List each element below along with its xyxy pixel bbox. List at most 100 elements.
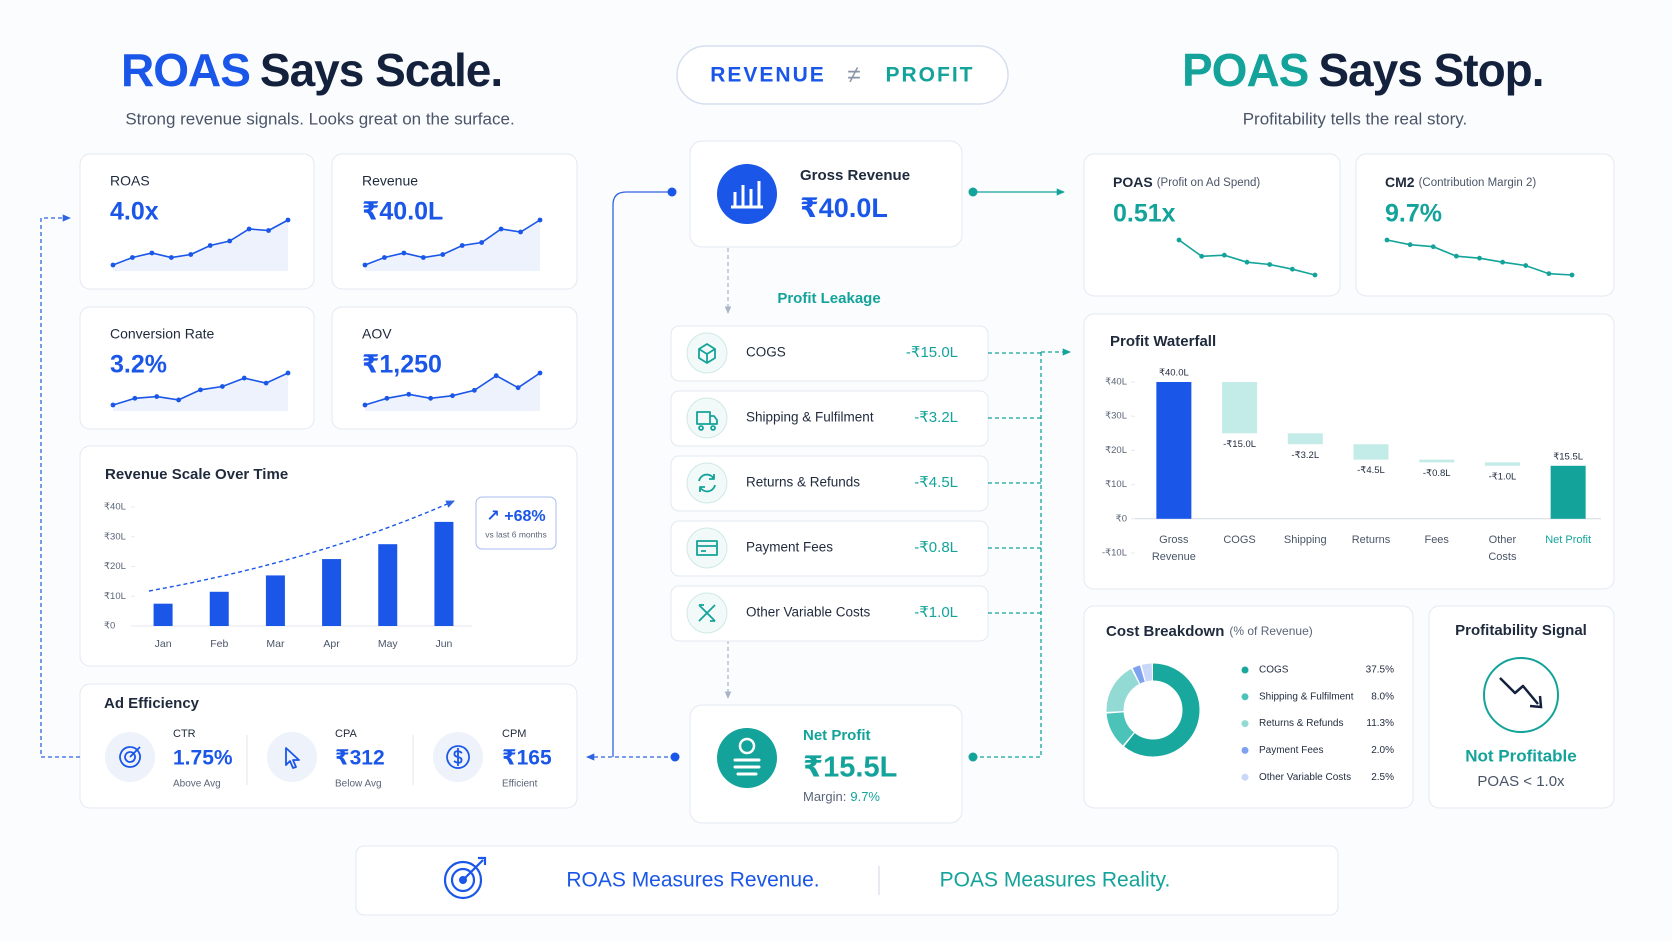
sparkline-point: [384, 395, 390, 401]
kpi-value: ₹40.0L: [362, 198, 443, 226]
kpi-label: Conversion Rate: [110, 326, 214, 342]
sparkline-point: [1199, 253, 1205, 259]
sparkline-point: [1289, 266, 1295, 272]
waterfall-bar: [1419, 459, 1455, 463]
y-tick-label: ₹20L: [1105, 445, 1127, 456]
bar: [322, 559, 342, 626]
value-label: 2.0%: [1371, 745, 1394, 756]
sparkline-point: [518, 229, 523, 235]
margin-label: Margin:: [803, 789, 846, 804]
kpi-card: [1355, 153, 1615, 297]
leakage-icon: [686, 527, 728, 569]
sparkline-point: [241, 375, 247, 381]
legend-label: Other Variable Costs: [1259, 772, 1351, 783]
sparkline-point: [498, 226, 504, 232]
waterfall-bar: [1287, 433, 1323, 445]
right-title: POAS Says Stop.: [1182, 44, 1544, 96]
footer-right: POAS Measures Reality.: [940, 869, 1171, 892]
gross-icon: [717, 164, 777, 224]
waterfall-bar: [1353, 444, 1389, 460]
sparkline-point: [130, 255, 135, 260]
sparkline-area: [365, 373, 540, 411]
leakage-glyph: [698, 473, 716, 493]
net-label: Net Profit: [803, 727, 871, 744]
annotation: ↗ +68%: [486, 508, 545, 525]
sparkline-point: [1244, 259, 1250, 265]
signal-glyph: [1499, 677, 1539, 705]
leakage-icon: [686, 397, 728, 439]
legend-dot: [1241, 773, 1249, 781]
left-subtitle: Strong revenue signals. Looks great on t…: [125, 109, 514, 128]
ad-glyph: [446, 745, 470, 769]
x-tick-label: Feb: [210, 638, 228, 650]
sparkline-point: [266, 228, 271, 233]
footer-icon: [443, 860, 483, 900]
leakage-glyph: [696, 540, 718, 556]
bar: [153, 603, 173, 626]
leakage-value: -₹4.5L: [914, 474, 958, 491]
sparkline-point: [198, 387, 203, 393]
leakage-value: -₹3.2L: [914, 409, 958, 426]
sparkline-point: [515, 385, 521, 391]
value-label: -₹3.2L: [1291, 450, 1319, 461]
x-tick-label: Jan: [155, 638, 172, 650]
title-accent: POAS: [1182, 44, 1308, 96]
signal-glyph: [1529, 695, 1543, 709]
ad-label: CPA: [335, 728, 357, 740]
sparkline-point: [176, 397, 182, 403]
sparkline-point: [1384, 237, 1390, 243]
sparkline-point: [459, 243, 465, 248]
connector: [612, 191, 672, 757]
sparkline-point: [1453, 253, 1459, 259]
leakage-glyph: [698, 343, 716, 364]
footer-icon: [462, 856, 487, 881]
legend-label: Shipping & Fulfilment: [1259, 691, 1354, 702]
value-label: -₹4.5L: [1357, 465, 1385, 476]
connector-dot: [968, 187, 978, 197]
badge-left: REVENUE: [710, 64, 826, 87]
signal-status: Not Profitable: [1465, 746, 1576, 765]
sparkline-point: [263, 380, 269, 386]
leakage-glyph: [698, 604, 716, 622]
sparkline-point: [149, 250, 155, 256]
sparkline-point: [362, 262, 368, 268]
sparkline-point: [493, 373, 499, 379]
kpi-label: POAS (Profit on Ad Spend): [1113, 174, 1260, 190]
sparkline-point: [285, 217, 291, 223]
kpi-label: AOV: [362, 326, 392, 342]
sparkline-point: [479, 240, 485, 245]
ad-note: Above Avg: [173, 779, 221, 790]
ad-label: CTR: [173, 728, 196, 740]
badge-sign: ≠: [847, 61, 860, 88]
sparkline-point: [188, 252, 194, 257]
donut-segment: [1106, 663, 1200, 757]
kpi-label: ROAS: [110, 173, 150, 189]
waterfall-bar: [1222, 382, 1258, 434]
sparkline-point: [168, 255, 174, 260]
kpi-value: ₹1,250: [362, 351, 442, 379]
chart-title: Cost Breakdown (% of Revenue): [1106, 623, 1313, 640]
legend-label: Returns & Refunds: [1259, 718, 1344, 729]
sparkline-point: [132, 395, 138, 401]
title-accent: ROAS: [121, 44, 250, 96]
waterfall-bar: [1156, 382, 1192, 519]
sparkline-point: [440, 252, 446, 257]
net-value: ₹15.5L: [803, 752, 897, 784]
ad-note: Efficient: [502, 779, 538, 790]
sparkline-point: [154, 394, 160, 399]
sparkline-point: [1523, 263, 1529, 268]
signal-icon: [1483, 657, 1559, 733]
y-tick-label: ₹0: [104, 621, 115, 632]
sparkline-point: [362, 402, 368, 408]
connector-dot: [670, 752, 680, 762]
value-label: -₹0.8L: [1423, 468, 1451, 479]
sparkline-point: [207, 243, 213, 248]
kpi-label-main: POAS: [1113, 174, 1153, 190]
kpi-label-sub: (Profit on Ad Spend): [1157, 177, 1261, 189]
sparkline-point: [406, 391, 412, 397]
sparkline-point: [246, 226, 252, 232]
sparkline-point: [1500, 259, 1506, 265]
badge-right: PROFIT: [886, 64, 975, 87]
sparkline-point: [1176, 237, 1182, 243]
sparkline-point: [428, 395, 434, 401]
